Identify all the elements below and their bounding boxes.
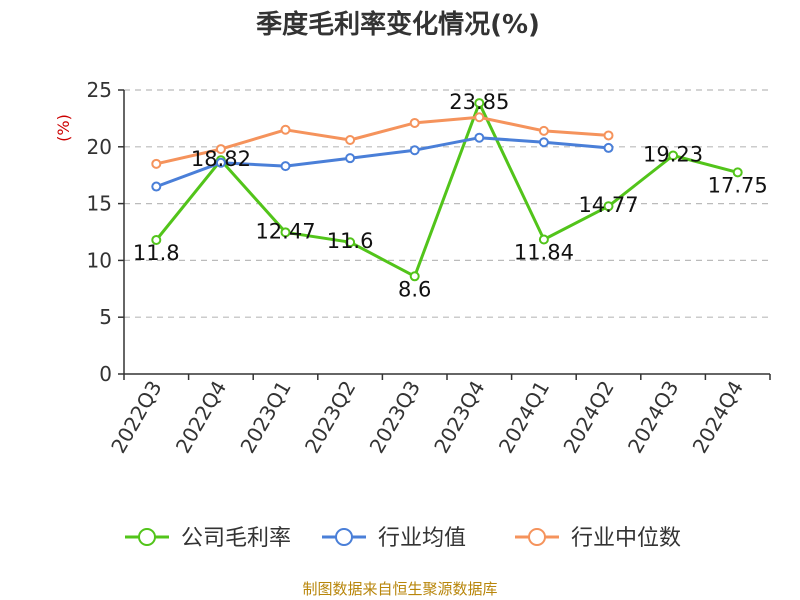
data-point (280, 124, 291, 135)
data-label: 11.8 (133, 241, 180, 265)
y-tick-label: 0 (99, 362, 112, 386)
data-label: 8.6 (398, 277, 431, 301)
y-tick-label: 10 (87, 248, 112, 272)
chart-title: 季度毛利率变化情况(%) (256, 9, 540, 40)
data-point (474, 112, 485, 123)
x-tick-label: 2022Q3 (106, 377, 166, 458)
legend-item[interactable]: 公司毛利率 (125, 526, 291, 551)
y-tick-label: 20 (87, 135, 112, 159)
series-line (155, 101, 739, 278)
legend-swatch-marker (335, 528, 353, 546)
series (151, 98, 743, 282)
x-tick-label: 2023Q3 (365, 377, 425, 458)
legend-swatch-marker (528, 528, 546, 546)
legend-swatch-marker (138, 528, 156, 546)
data-label: 19.23 (643, 143, 703, 167)
legend-label: 行业中位数 (571, 526, 681, 551)
data-point (474, 132, 485, 143)
data-point (151, 158, 162, 169)
y-tick-label: 25 (87, 78, 112, 102)
data-point (538, 125, 549, 136)
series-line (155, 136, 609, 189)
data-label: 23.85 (449, 90, 509, 114)
data-label: 11.84 (514, 240, 574, 264)
grid (124, 89, 770, 318)
data-point (345, 134, 356, 145)
legend-label: 行业均值 (378, 526, 466, 551)
y-tick-label: 5 (99, 305, 112, 329)
data-point (409, 117, 420, 128)
data-point (732, 167, 743, 178)
data-point (280, 161, 291, 172)
data-point (280, 227, 291, 238)
x-tick-label: 2023Q4 (429, 377, 489, 458)
y-axis-label: (%) (54, 114, 73, 142)
data-point (151, 181, 162, 192)
data-point (409, 145, 420, 156)
x-tick-label: 2024Q4 (688, 377, 748, 458)
x-tick-label: 2023Q1 (235, 377, 295, 458)
legend: 公司毛利率 行业均值 行业中位数 (125, 526, 681, 551)
x-tick-label: 2024Q2 (558, 377, 618, 458)
data-label: 12.47 (255, 219, 315, 243)
x-tick-label: 2023Q2 (300, 377, 360, 458)
legend-item[interactable]: 行业中位数 (515, 526, 681, 551)
data-point (409, 271, 420, 282)
data-point (151, 234, 162, 245)
legend-label: 公司毛利率 (181, 526, 291, 551)
data-label: 14.77 (578, 193, 638, 217)
data-point (603, 201, 614, 212)
data-point (345, 237, 356, 248)
data-point (603, 130, 614, 141)
y-tick-label: 15 (87, 192, 112, 216)
data-point (668, 150, 679, 161)
series-line (155, 115, 609, 166)
data-label: 11.6 (327, 229, 374, 253)
data-point (603, 142, 614, 153)
x-tick-label: 2024Q1 (494, 377, 554, 458)
data-point (538, 137, 549, 148)
x-tick-label: 2022Q4 (171, 377, 231, 458)
data-label: 17.75 (708, 173, 768, 197)
source-note: 制图数据来自恒生聚源数据库 (302, 580, 497, 598)
data-point (345, 153, 356, 164)
data-point (215, 144, 226, 155)
axes: 0 5 10 15 20 25 2022Q3 2022Q4 2023Q1 2023Q2 2023Q3… (87, 78, 771, 458)
data-point (474, 98, 485, 109)
data-point (538, 234, 549, 245)
data-label: 18.82 (191, 147, 251, 171)
data-point (215, 157, 226, 168)
legend-item[interactable]: 行业均值 (322, 526, 466, 551)
x-tick-label: 2024Q3 (623, 377, 683, 458)
